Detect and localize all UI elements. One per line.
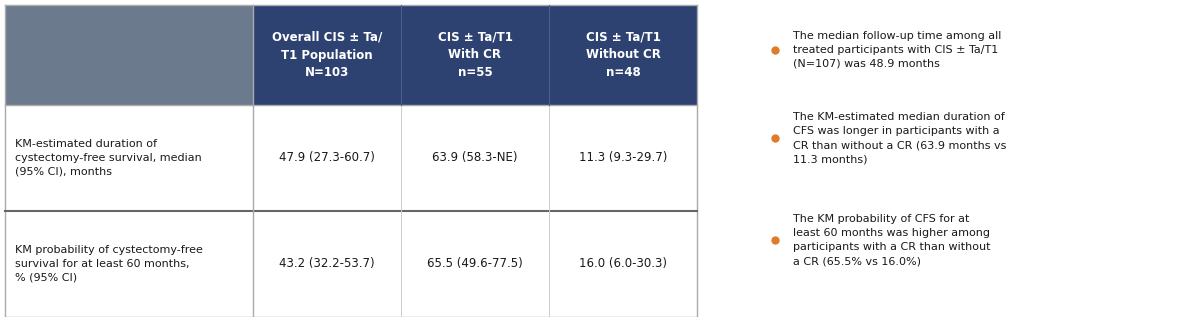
Bar (253, 5, 401, 105)
Text: 43.2 (32.2-53.7): 43.2 (32.2-53.7) (280, 257, 374, 270)
Text: KM-estimated duration of
cystectomy-free survival, median
(95% CI), months: KM-estimated duration of cystectomy-free… (14, 139, 202, 177)
Text: 16.0 (6.0-30.3): 16.0 (6.0-30.3) (580, 257, 667, 270)
Bar (401, 211, 550, 317)
Text: CIS ± Ta/T1
Without CR
n=48: CIS ± Ta/T1 Without CR n=48 (586, 30, 660, 80)
Bar (5, 211, 253, 317)
Text: 63.9 (58.3-NE): 63.9 (58.3-NE) (432, 152, 517, 165)
Bar (253, 105, 401, 211)
Text: The KM-estimated median duration of
CFS was longer in participants with a
CR tha: The KM-estimated median duration of CFS … (793, 112, 1007, 164)
Text: The KM probability of CFS for at
least 60 months was higher among
participants w: The KM probability of CFS for at least 6… (793, 214, 990, 266)
Bar (550, 105, 697, 211)
Bar (401, 5, 550, 105)
Text: The median follow-up time among all
treated participants with CIS ± Ta/T1
(N=107: The median follow-up time among all trea… (793, 31, 1001, 69)
Text: 11.3 (9.3-29.7): 11.3 (9.3-29.7) (578, 152, 667, 165)
Text: CIS ± Ta/T1
With CR
n=55: CIS ± Ta/T1 With CR n=55 (438, 30, 512, 80)
Text: Overall CIS ± Ta/
T1 Population
N=103: Overall CIS ± Ta/ T1 Population N=103 (272, 30, 382, 80)
Text: 65.5 (49.6-77.5): 65.5 (49.6-77.5) (427, 257, 523, 270)
Bar (550, 5, 697, 105)
Bar (5, 105, 253, 211)
Text: 47.9 (27.3-60.7): 47.9 (27.3-60.7) (280, 152, 374, 165)
Text: KM probability of cystectomy-free
survival for at least 60 months,
% (95% CI): KM probability of cystectomy-free surviv… (14, 245, 203, 282)
Bar (550, 211, 697, 317)
Bar (5, 5, 253, 105)
Bar (401, 105, 550, 211)
Bar (253, 211, 401, 317)
